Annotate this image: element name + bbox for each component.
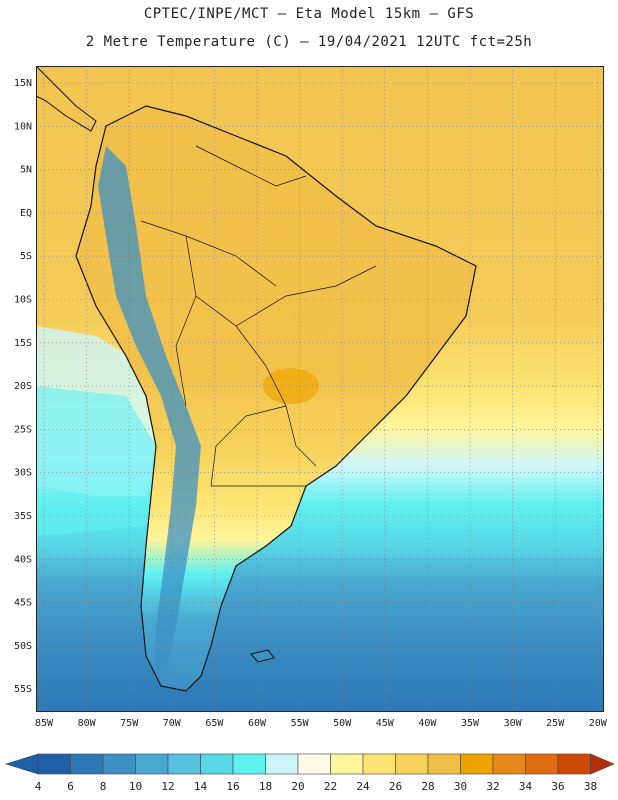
colorbar-swatch (525, 753, 559, 775)
colorbar-swatch (232, 753, 266, 775)
colorbar-value-label: 32 (486, 780, 499, 793)
longitude-label: 20W (589, 718, 608, 729)
latitude-label: 25S (14, 424, 32, 435)
latitude-label: 40S (14, 554, 32, 565)
latitude-label: EQ (20, 208, 32, 219)
latitude-label: 50S (14, 641, 32, 652)
colorbar-swatch (135, 753, 169, 775)
colorbar-high-arrow (590, 753, 615, 775)
colorbar-swatch (167, 753, 201, 775)
longitude-label: 45W (376, 718, 395, 729)
colorbar-value-label: 4 (35, 780, 42, 793)
longitude-label: 55W (291, 718, 310, 729)
colorbar-value-label: 16 (226, 780, 239, 793)
country-borders (140, 145, 377, 487)
colorbar-swatch (102, 753, 136, 775)
colorbar-value-label: 8 (100, 780, 107, 793)
colorbar-swatch (395, 753, 429, 775)
colorbar-value-label: 34 (519, 780, 533, 793)
colorbar-swatch (265, 753, 299, 775)
latitude-label: 10N (14, 121, 32, 132)
andes-cold-band (98, 146, 201, 676)
colorbar-swatch (427, 753, 461, 775)
temperature-colorbar: 4 6 8 10 12 14 16 18 20 22 24 26 28 30 32 34 36 38 (4, 753, 615, 793)
colorbar-value-label: 24 (356, 780, 370, 793)
longitude-label: 80W (78, 718, 97, 729)
colorbar-swatch (37, 753, 71, 775)
colorbar-swatch (330, 753, 364, 775)
colorbar-swatch (492, 753, 526, 775)
colorbar-value-label: 10 (129, 780, 142, 793)
longitude-label: 50W (333, 718, 352, 729)
latitude-label: 45S (14, 598, 32, 609)
colorbar-value-label: 22 (324, 780, 337, 793)
latitude-label: 15S (14, 338, 32, 349)
coastline (75, 105, 477, 692)
colorbar-value-label: 6 (67, 780, 74, 793)
colorbar-swatch (70, 753, 104, 775)
colorbar-low-arrow (4, 753, 39, 775)
chart-title-line1: CPTEC/INPE/MCT – Eta Model 15km – GFS (143, 6, 475, 22)
longitude-label: 70W (163, 718, 182, 729)
colorbar-swatch (362, 753, 396, 775)
lat-lon-grid (36, 66, 604, 712)
colorbar-value-label: 18 (259, 780, 272, 793)
latitude-label: 35S (14, 511, 32, 522)
longitude-label: 65W (205, 718, 224, 729)
colorbar-swatch (460, 753, 494, 775)
latitude-label: 10S (14, 295, 32, 306)
longitude-label: 75W (120, 718, 139, 729)
colorbar-value-label: 14 (194, 780, 208, 793)
colorbar-value-label: 20 (291, 780, 304, 793)
colorbar-value-label: 38 (584, 780, 597, 793)
latitude-label: 5N (20, 165, 32, 176)
longitude-label: 60W (248, 718, 267, 729)
colorbar-value-label: 28 (421, 780, 434, 793)
colorbar-swatch (557, 753, 591, 775)
longitude-label: 40W (418, 718, 437, 729)
latitude-label: 20S (14, 381, 32, 392)
colorbar-value-label: 36 (551, 780, 564, 793)
latitude-label: 15N (14, 78, 32, 89)
longitude-label: 35W (461, 718, 480, 729)
colorbar-value-label: 26 (389, 780, 402, 793)
colorbar-swatch (200, 753, 234, 775)
colorbar-value-label: 12 (161, 780, 174, 793)
chart-title-line2: 2 Metre Temperature (C) – 19/04/2021 12U… (85, 34, 533, 50)
latitude-label: 5S (20, 251, 32, 262)
colorbar-value-label: 30 (454, 780, 467, 793)
longitude-label: 30W (504, 718, 523, 729)
latitude-label: 30S (14, 468, 32, 479)
latitude-label: 55S (14, 684, 32, 695)
temperature-map (36, 66, 604, 712)
longitude-label: 85W (35, 718, 54, 729)
colorbar-swatch (297, 753, 331, 775)
longitude-label: 25W (546, 718, 565, 729)
